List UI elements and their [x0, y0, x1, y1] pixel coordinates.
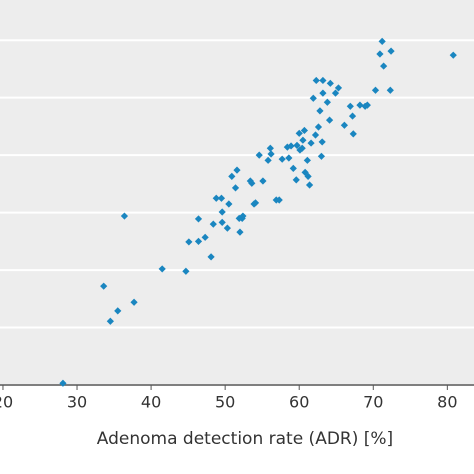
point [316, 107, 324, 115]
point [303, 156, 311, 164]
point [334, 84, 343, 92]
point [100, 282, 108, 290]
point [158, 265, 166, 273]
point [209, 220, 217, 228]
point [326, 79, 334, 87]
point [380, 62, 388, 70]
point [287, 142, 295, 150]
point [340, 121, 348, 129]
point [311, 131, 320, 139]
point [251, 199, 260, 207]
point [223, 224, 231, 232]
point [59, 379, 67, 387]
point [325, 116, 334, 124]
point [348, 112, 357, 120]
x-tick-label: 80 [437, 393, 457, 412]
point [378, 37, 386, 45]
point [218, 208, 226, 216]
point [293, 141, 301, 149]
x-tick-label: 30 [67, 393, 87, 412]
point [225, 200, 233, 208]
x-tick-label: 50 [215, 393, 235, 412]
point [314, 123, 323, 131]
point [318, 138, 326, 146]
point [304, 172, 312, 181]
x-axis-label: Adenoma detection rate (ADR) [%] [97, 429, 393, 449]
point [201, 233, 209, 241]
point [323, 98, 331, 106]
point [236, 228, 244, 236]
point [317, 152, 326, 160]
point [292, 176, 300, 184]
point [363, 101, 371, 109]
point [285, 154, 293, 162]
point [386, 86, 394, 94]
point [218, 218, 226, 226]
point [376, 50, 384, 58]
point [275, 196, 283, 204]
point [356, 101, 364, 109]
point [182, 267, 190, 275]
point [255, 151, 263, 159]
point [120, 212, 129, 220]
point [309, 94, 317, 102]
point [312, 76, 320, 85]
point [349, 130, 357, 138]
point [239, 212, 247, 220]
point [319, 89, 327, 97]
plot-background [0, 0, 474, 385]
point [283, 143, 291, 151]
point [267, 150, 275, 158]
point [300, 126, 308, 135]
point [295, 129, 303, 137]
point [278, 155, 286, 163]
point [194, 215, 203, 223]
point [130, 298, 138, 306]
x-tick-label: 40 [141, 393, 161, 412]
point [387, 47, 395, 55]
point [259, 177, 267, 185]
point [207, 253, 215, 261]
point [319, 76, 327, 85]
point [106, 317, 114, 325]
point [299, 136, 307, 144]
point [305, 181, 314, 189]
point [289, 164, 297, 172]
point [194, 237, 203, 245]
x-tick-label: 70 [363, 393, 383, 412]
point [449, 51, 457, 59]
point [266, 144, 274, 152]
point [307, 139, 315, 147]
point [114, 307, 122, 315]
point [346, 102, 354, 110]
point [217, 194, 226, 202]
point [331, 89, 340, 97]
point [298, 144, 306, 152]
point [233, 166, 241, 174]
point [231, 184, 240, 192]
point [212, 194, 220, 202]
point [264, 156, 272, 164]
point [228, 172, 236, 181]
point [371, 86, 380, 94]
x-tick-label: 60 [289, 393, 309, 412]
x-tick-label: 20 [0, 393, 13, 412]
point [185, 238, 193, 246]
point [248, 179, 256, 187]
